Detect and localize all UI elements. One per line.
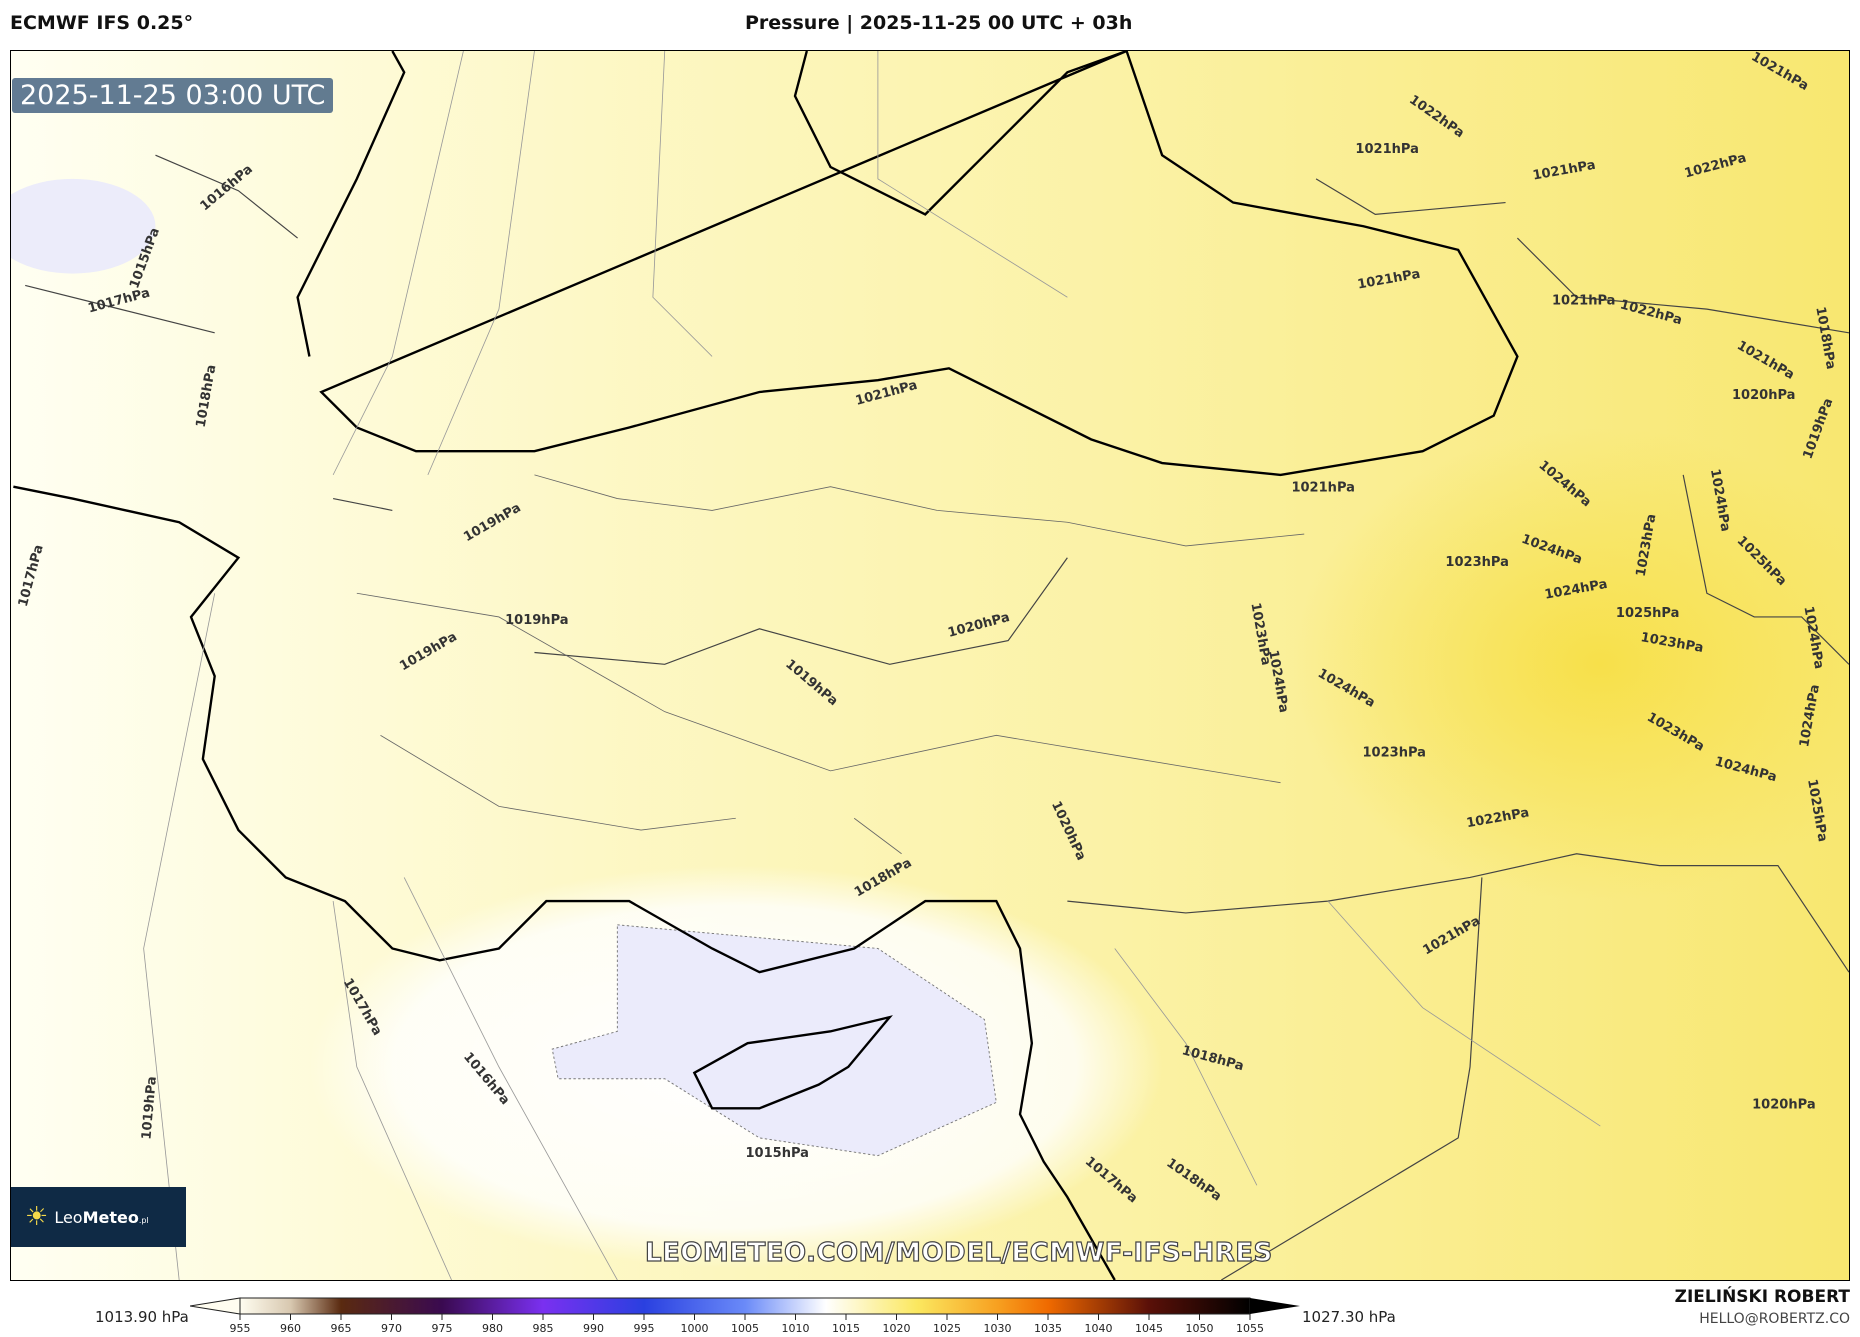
isobar-lines [143, 51, 1601, 1280]
colorbar-tick-label: 1035 [1034, 1322, 1062, 1335]
contour-label: 1025hPa [1616, 606, 1679, 621]
colorbar-high-arrow [1250, 1298, 1300, 1314]
colorbar-tick-label: 975 [432, 1322, 453, 1335]
contour-label: 1023hPa [1362, 746, 1425, 761]
colorbar-tick-label: 980 [482, 1322, 503, 1335]
contour-label: 1020hPa [1732, 388, 1795, 403]
colorbar: 955 960 965 970 975 980 985 990 995 1000 1005 1010 1… [190, 1297, 1300, 1335]
author-email: HELLO@ROBERTZ.CO [1699, 1311, 1850, 1327]
colorbar-tick-label: 1005 [731, 1322, 759, 1335]
pressure-map[interactable]: 1021hPa 1022hPa 1021hPa 1021hPa 1022hPa 1016h… [10, 50, 1850, 1281]
colorbar-tick-label: 1015 [832, 1322, 860, 1335]
balkan-low-area [11, 178, 156, 274]
black-sea-coastline [296, 51, 1519, 477]
colorbar-tick-label: 965 [331, 1322, 352, 1335]
mediterranean-coastline [13, 485, 1116, 1280]
colorbar-tick-label: 970 [381, 1322, 402, 1335]
colorbar-tick-label: 1020 [883, 1322, 911, 1335]
colorbar-tick-label: 1055 [1236, 1322, 1264, 1335]
contour-label: 1021hPa [1552, 293, 1615, 308]
colorbar-tick-label: 1040 [1085, 1322, 1113, 1335]
province-borders [356, 474, 1305, 855]
contour-label: 1023hPa [1445, 555, 1508, 570]
colorbar-max-label: 1027.30 hPa [1302, 1308, 1396, 1326]
colorbar-low-arrow [190, 1297, 241, 1315]
chart-title: Pressure | 2025-11-25 00 UTC + 03h [745, 12, 1133, 34]
contour-label: 1015hPa [745, 1146, 808, 1161]
leometeo-logo[interactable]: ☀ LeoMeteo.pl [11, 1187, 186, 1247]
contour-label: 1019hPa [139, 1076, 159, 1141]
high-pressure-area [1292, 427, 1849, 902]
author-name: ZIELIŃSKI ROBERT [1674, 1287, 1850, 1307]
country-borders [25, 154, 1849, 1280]
colorbar-tick-label: 960 [280, 1322, 301, 1335]
colorbar-tick-label: 1025 [933, 1322, 961, 1335]
contour-label: 1021hPa [1355, 142, 1418, 157]
colorbar-tick-label: 1010 [782, 1322, 810, 1335]
colorbar-gradient [239, 1297, 1251, 1315]
logo-text: LeoMeteo.pl [54, 1207, 149, 1227]
colorbar-tick-label: 955 [230, 1322, 251, 1335]
contour-label: 1020hPa [1752, 1097, 1815, 1112]
colorbar-tick-label: 985 [533, 1322, 554, 1335]
colorbar-min-label: 1013.90 hPa [95, 1308, 189, 1326]
colorbar-tick-label: 990 [583, 1322, 604, 1335]
colorbar-tick-label: 1030 [984, 1322, 1012, 1335]
contour-label: 1019hPa [505, 613, 568, 628]
colorbar-tick-label: 995 [634, 1322, 655, 1335]
colorbar-tick-label: 1050 [1186, 1322, 1214, 1335]
colorbar-tick-label: 1045 [1135, 1322, 1163, 1335]
colorbar-tick-label: 1000 [681, 1322, 709, 1335]
watermark-url: LEOMETEO.COM/MODEL/ECMWF-IFS-HRES [644, 1237, 1273, 1268]
contour-label: 1021hPa [1291, 480, 1354, 495]
valid-time-badge: 2025-11-25 03:00 UTC [12, 78, 334, 113]
sun-icon: ☀ [25, 1202, 49, 1232]
model-name: ECMWF IFS 0.25° [10, 12, 194, 34]
cyprus-coastline [692, 1015, 893, 1110]
